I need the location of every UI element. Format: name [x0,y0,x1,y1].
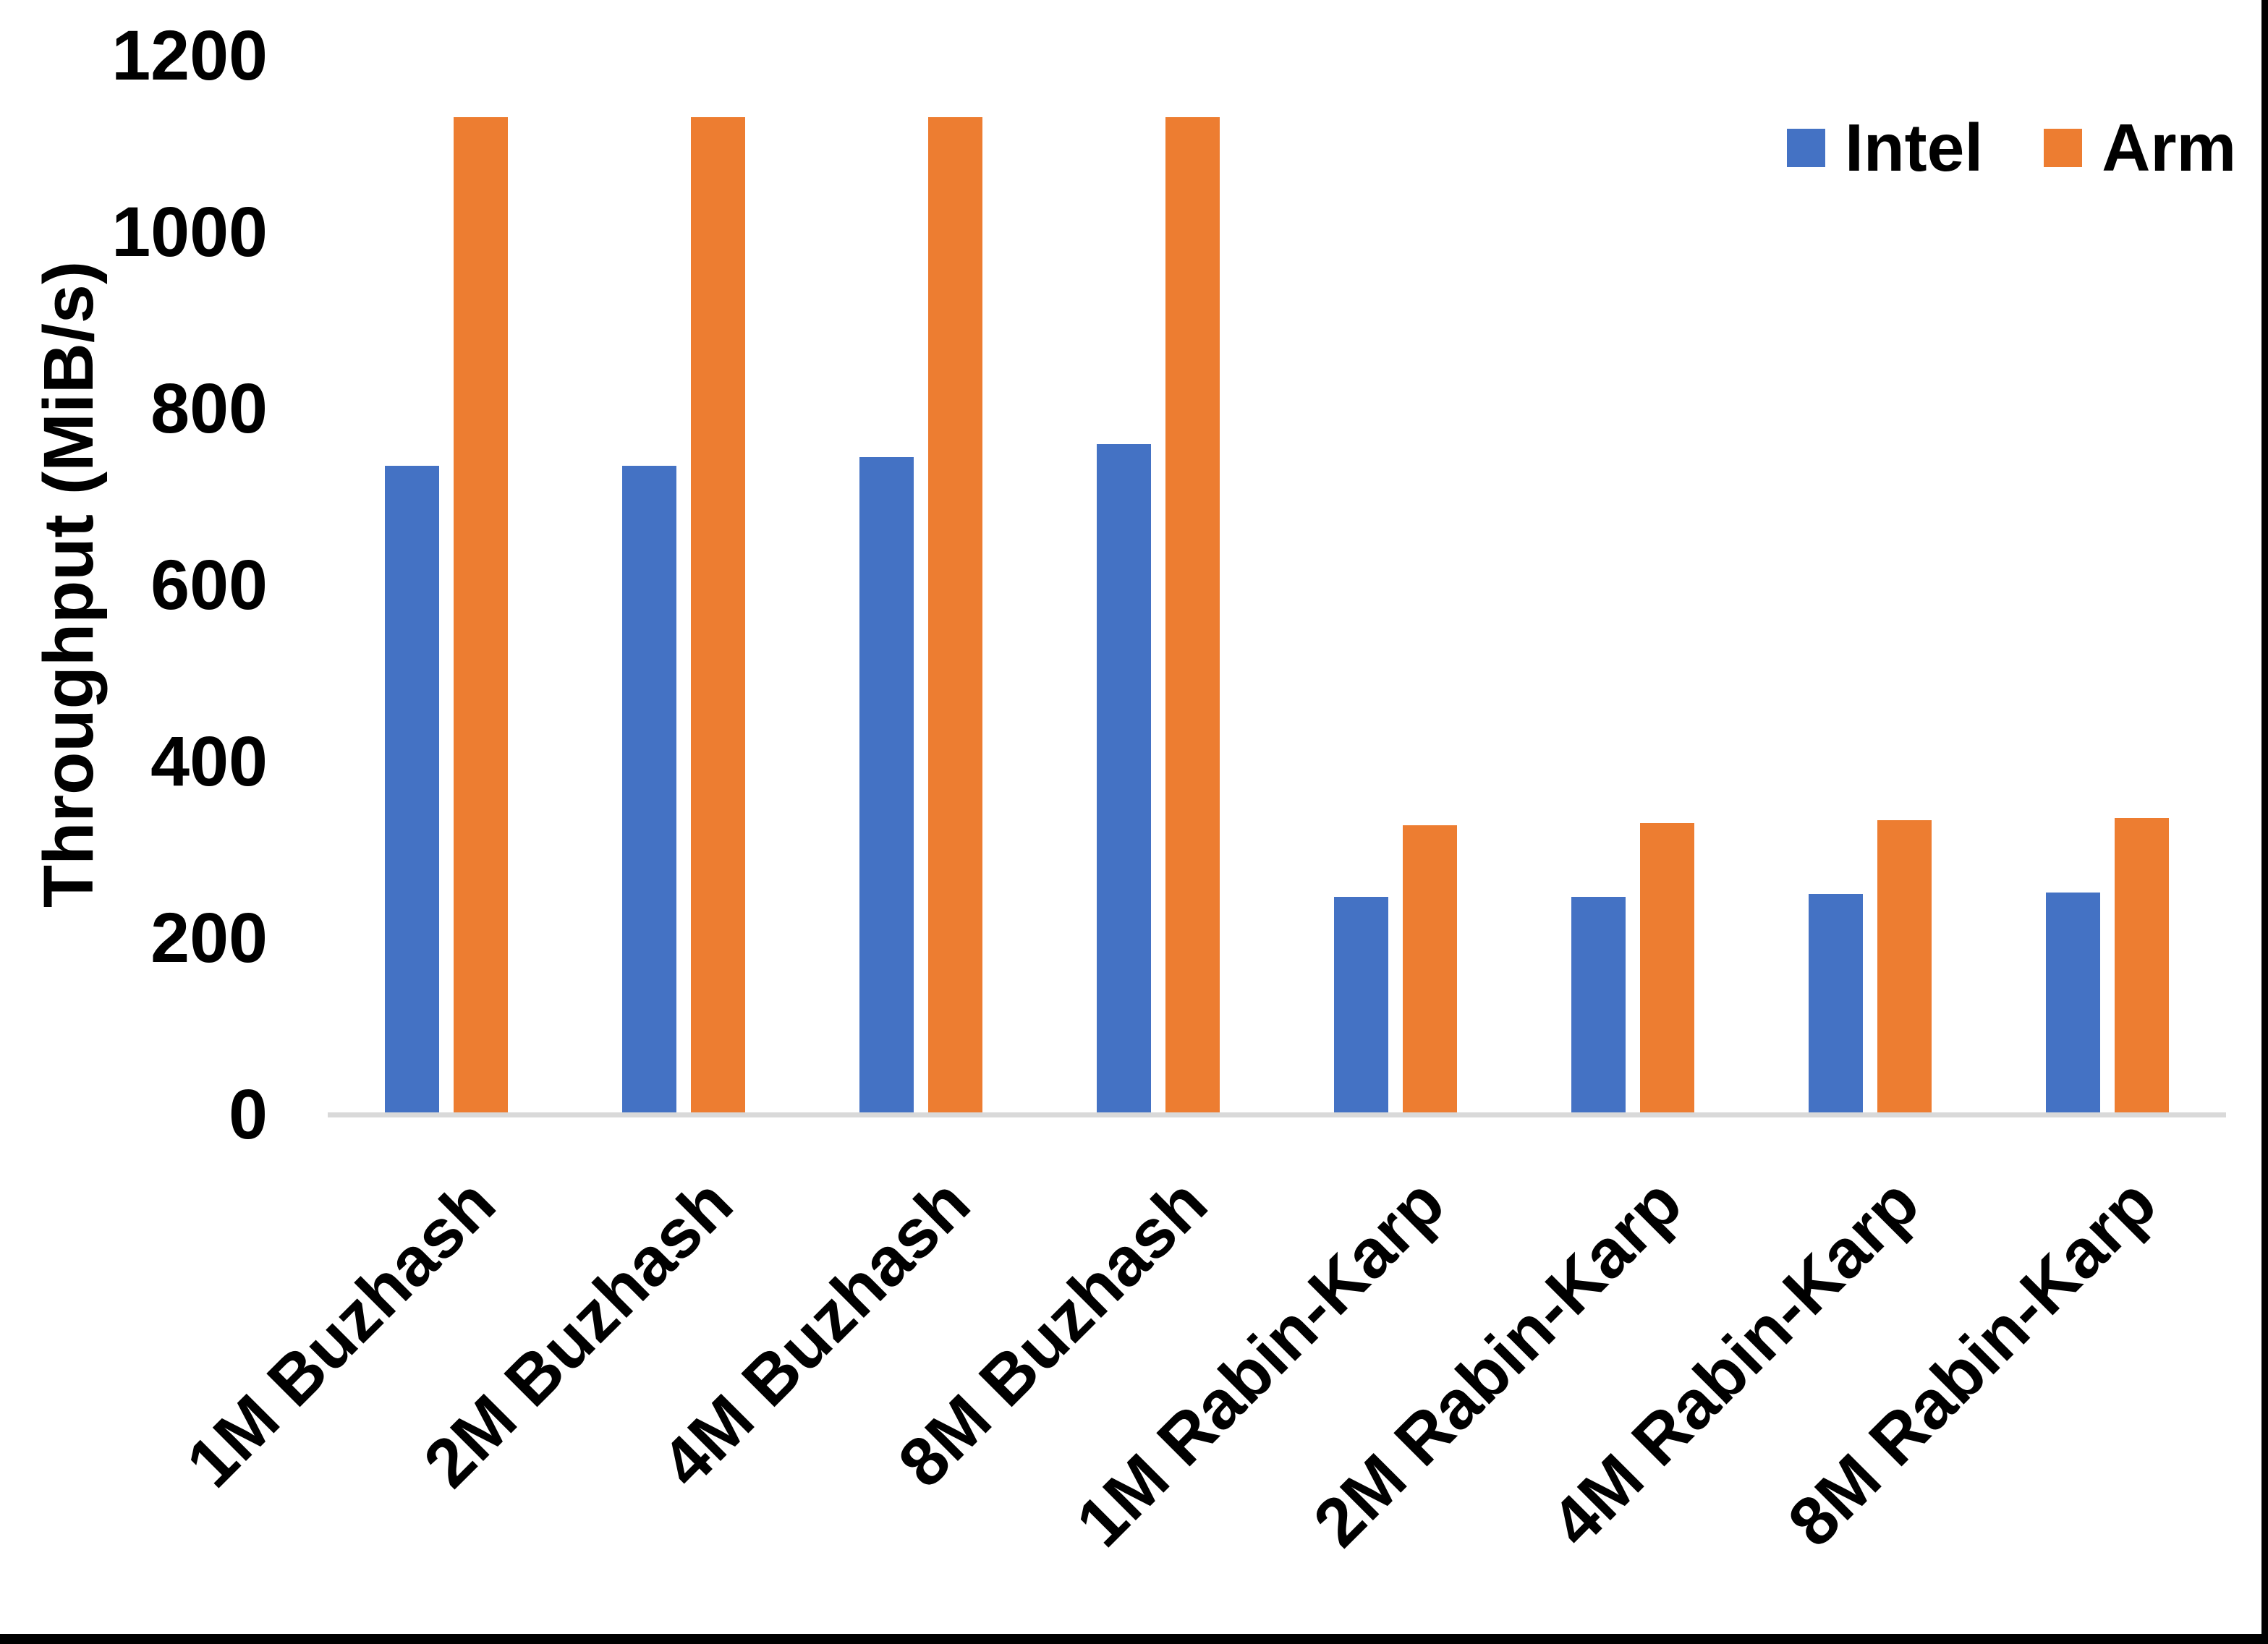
legend: Intel Arm [1787,110,2237,185]
y-tick-label-600: 600 [150,545,268,624]
legend-label-arm: Arm [2102,110,2237,185]
bar-intel-4m-buzhash [859,457,914,1115]
y-tick-label-800: 800 [150,369,268,448]
bar-arm-4m-buzhash [928,117,982,1115]
y-tick-label-200: 200 [150,898,268,977]
bar-arm-4m-rabin-karp [1877,820,1932,1115]
bar-arm-1m-buzhash [454,117,508,1115]
bar-intel-2m-rabin-karp [1571,897,1626,1115]
y-tick-label-1200: 1200 [111,16,268,95]
legend-swatch-intel [1787,128,1825,167]
x-axis-line [328,1112,2226,1117]
bar-arm-2m-rabin-karp [1640,823,1694,1115]
y-tick-label-0: 0 [229,1075,268,1154]
y-tick-label-1000: 1000 [111,192,268,271]
page-edge-right [2261,0,2268,1644]
bar-intel-1m-rabin-karp [1334,897,1388,1115]
bar-arm-8m-rabin-karp [2115,818,2169,1115]
bar-intel-8m-rabin-karp [2046,893,2100,1115]
bar-intel-8m-buzhash [1097,444,1151,1115]
bar-intel-4m-rabin-karp [1809,894,1863,1115]
legend-swatch-arm [2044,128,2083,167]
y-tick-label-400: 400 [150,722,268,801]
bar-arm-8m-buzhash [1165,117,1220,1115]
page-edge-bottom [0,1634,2268,1644]
bar-arm-2m-buzhash [691,117,745,1115]
bar-intel-1m-buzhash [385,466,439,1115]
legend-label-intel: Intel [1845,110,1984,185]
legend-item-arm: Arm [2044,110,2237,185]
legend-item-intel: Intel [1787,110,1984,185]
bar-intel-2m-buzhash [622,466,676,1115]
bar-arm-1m-rabin-karp [1403,825,1457,1115]
